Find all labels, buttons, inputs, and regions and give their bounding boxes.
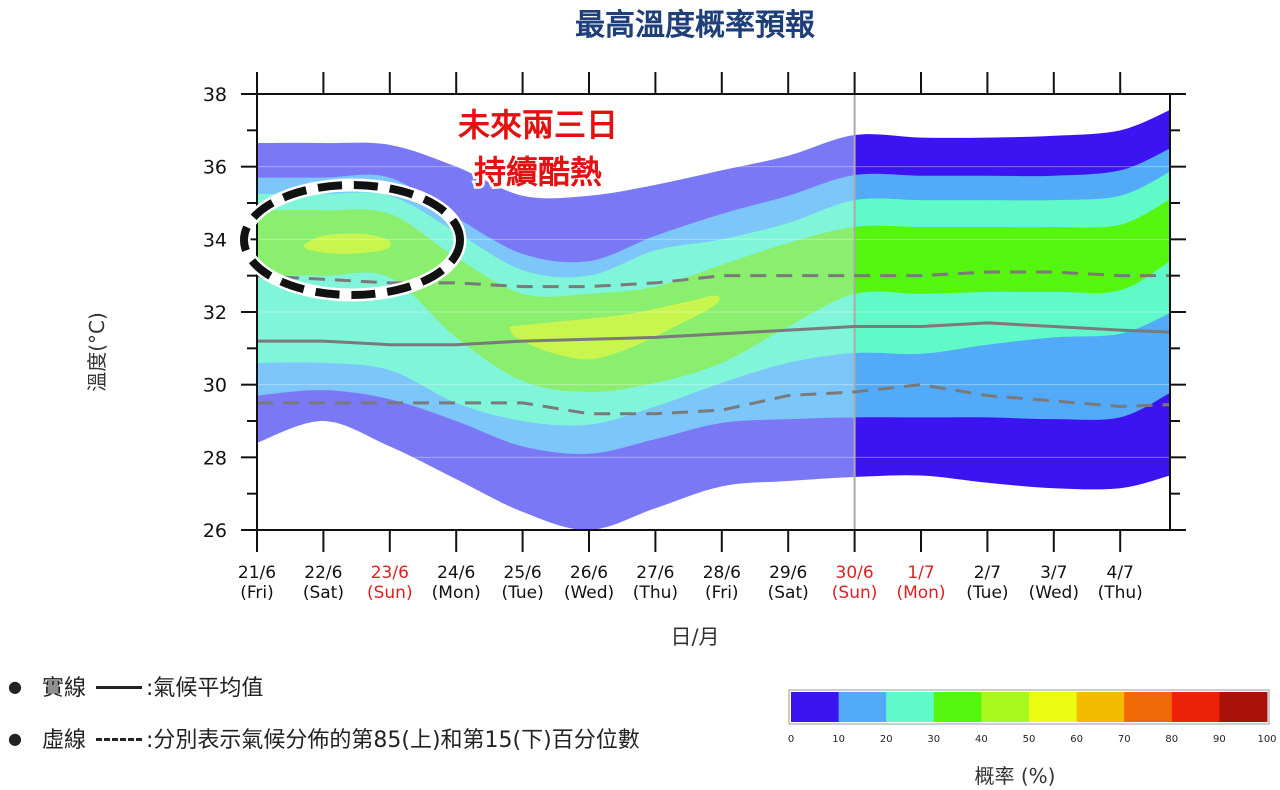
colorbar-tick-label: 10	[832, 734, 845, 745]
gridlines	[257, 94, 1170, 530]
x-tick-date: 1/7	[907, 563, 934, 583]
x-tick-date: 27/6	[636, 563, 674, 583]
x-tick-date: 29/6	[769, 563, 807, 583]
colorbar-swatch	[791, 692, 840, 722]
x-tick-date: 3/7	[1040, 563, 1067, 583]
x-tick-weekday: (Sat)	[303, 583, 344, 603]
x-axis-label: 日/月	[670, 625, 719, 649]
x-tick-date: 2/7	[974, 563, 1001, 583]
colorbar-swatch	[981, 692, 1030, 722]
bullet-icon: ●	[8, 676, 22, 696]
x-tick-date: 21/6	[238, 563, 276, 583]
colorbar-tick-label: 100	[1257, 734, 1276, 745]
bullet-icon: ●	[8, 728, 22, 748]
page-title: 最高溫度概率預報	[575, 8, 815, 43]
x-tick-weekday: (Wed)	[1029, 583, 1079, 603]
colorbar-tick-label: 90	[1213, 734, 1226, 745]
past-probability-bands	[257, 135, 855, 531]
colorbar: 0 10 20 30 40 50 60 70 80 90 100	[788, 689, 1277, 745]
colorbar-tick-label: 70	[1118, 734, 1131, 745]
x-tick-weekday: (Sat)	[768, 583, 809, 603]
colorbar-swatch	[886, 692, 935, 722]
x-tick-weekday: (Thu)	[633, 583, 678, 603]
dashed-line-sample	[95, 737, 142, 741]
axes: 2628303234363821/6(Fri)22/6(Sat)23/6(Sun…	[203, 72, 1186, 603]
x-tick-date: 4/7	[1107, 563, 1134, 583]
annotation-line1: 未來兩三日	[458, 106, 618, 144]
colorbar-label: 概率 (%)	[974, 764, 1056, 788]
probability-band-30-40%	[855, 199, 1170, 294]
solid-line-sample	[95, 685, 142, 689]
colorbar-tick-label: 20	[880, 734, 893, 745]
y-tick-label: 30	[203, 375, 227, 397]
y-tick-label: 32	[203, 302, 227, 324]
y-tick-label: 28	[203, 447, 227, 469]
probability-region-40-50%	[303, 233, 392, 254]
legend-solid: ● 實線 :氣候平均值	[8, 670, 263, 702]
colorbar-swatch	[1124, 692, 1173, 722]
annotation-line2: 持續酷熱	[474, 153, 602, 191]
x-tick-weekday: (Sun)	[832, 583, 878, 603]
legend-dashed-name: 虛線	[41, 728, 86, 753]
colorbar-swatch	[1219, 692, 1268, 722]
legend-dashed: ● 虛線 :分別表示氣候分佈的第85(上)和第15(下)百分位數	[8, 722, 640, 754]
colorbar-tick-label: 60	[1070, 734, 1083, 745]
climate-lines	[256, 270, 1171, 416]
colorbar-swatch	[933, 692, 982, 722]
legend-solid-desc: :氣候平均值	[145, 676, 264, 701]
x-tick-weekday: (Wed)	[564, 583, 614, 603]
x-tick-date: 24/6	[437, 563, 475, 583]
annotation: 未來兩三日 持續酷熱	[237, 104, 621, 302]
forecast-probability-bands	[855, 109, 1170, 490]
x-tick-weekday: (Fri)	[240, 583, 274, 603]
x-tick-weekday: (Mon)	[896, 583, 945, 603]
colorbar-tick-label: 30	[927, 734, 940, 745]
x-tick-date: 23/6	[371, 563, 409, 583]
climate-mean-line	[257, 321, 1171, 347]
colorbar-swatch	[1171, 692, 1220, 722]
legend-solid-name: 實線	[41, 676, 86, 701]
x-tick-date: 25/6	[504, 563, 542, 583]
colorbar-tick-label: 0	[788, 734, 794, 745]
highlight-ellipse	[240, 181, 464, 299]
x-tick-weekday: (Sun)	[367, 583, 413, 603]
x-tick-weekday: (Thu)	[1098, 583, 1143, 603]
x-tick-date: 22/6	[304, 563, 342, 583]
probability-region-40-50%	[509, 295, 720, 360]
colorbar-swatch	[1076, 692, 1125, 722]
colorbar-tick-label: 40	[975, 734, 988, 745]
colorbar-swatch	[838, 692, 887, 722]
x-tick-date: 30/6	[836, 563, 874, 583]
colorbar-swatch	[1029, 692, 1078, 722]
colorbar-tick-label: 80	[1165, 734, 1178, 745]
y-tick-label: 38	[203, 84, 227, 106]
colorbar-tick-label: 50	[1023, 734, 1036, 745]
x-tick-weekday: (Tue)	[966, 583, 1008, 603]
y-axis-label: 溫度(°C)	[85, 312, 109, 392]
y-tick-label: 36	[203, 157, 227, 179]
y-tick-label: 34	[203, 229, 227, 251]
probability-band-30-40%	[257, 209, 855, 392]
x-tick-weekday: (Tue)	[501, 583, 543, 603]
x-tick-weekday: (Mon)	[432, 583, 481, 603]
x-tick-date: 26/6	[570, 563, 608, 583]
legend-dashed-desc: :分別表示氣候分佈的第85(上)和第15(下)百分位數	[145, 728, 640, 753]
x-tick-date: 28/6	[703, 563, 741, 583]
x-tick-weekday: (Fri)	[705, 583, 739, 603]
y-tick-label: 26	[203, 520, 227, 542]
